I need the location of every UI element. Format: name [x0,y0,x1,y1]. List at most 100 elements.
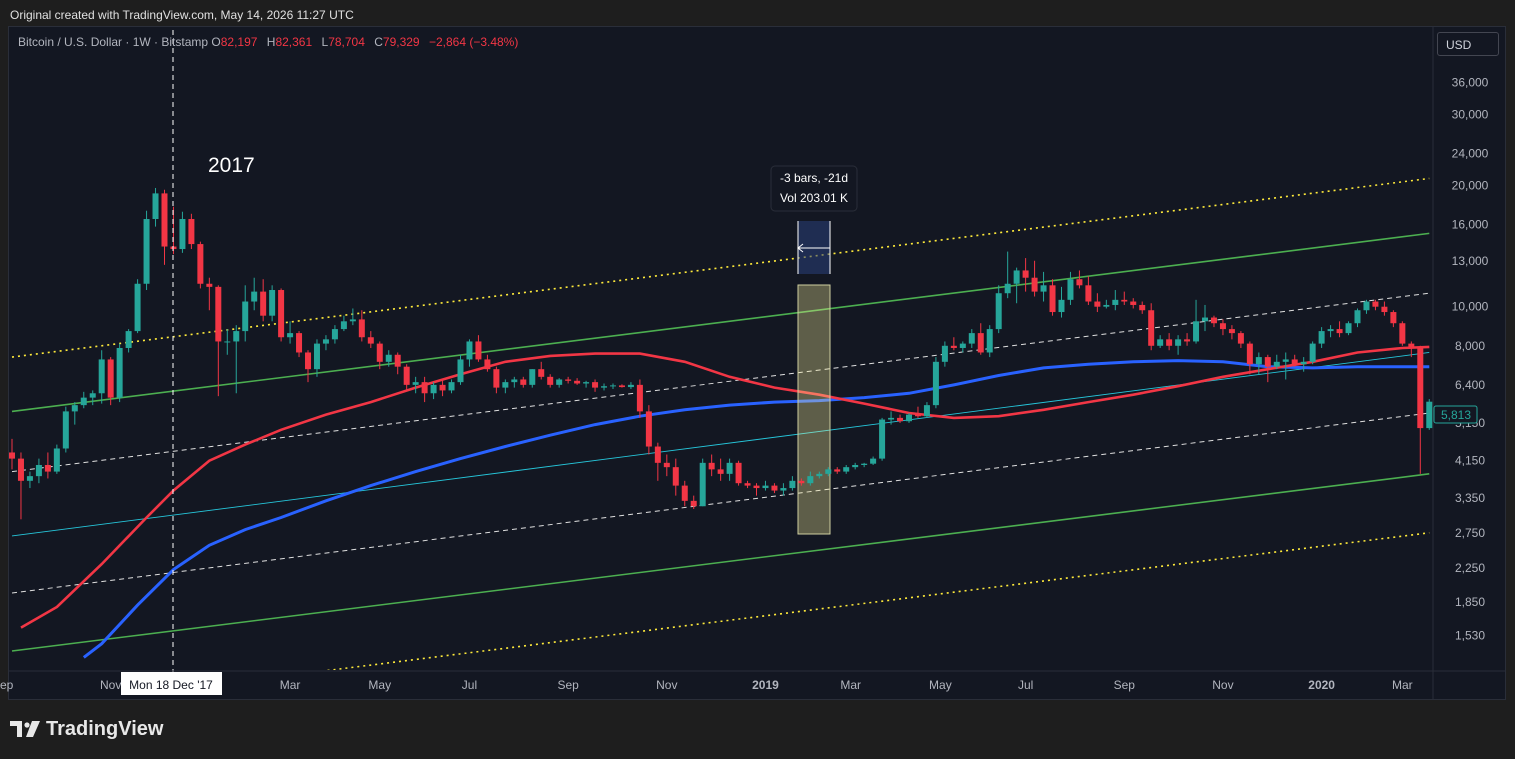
candles [9,187,1433,520]
candle [1363,299,1370,314]
candle [1022,258,1029,292]
candle [1345,321,1352,336]
time-tick-label: Jul [462,678,477,692]
candle [1004,251,1011,299]
last-price-text: 5,813 [1441,408,1471,422]
low-label: L [321,35,329,49]
candle-body [1345,323,1352,334]
candle-body [897,417,904,422]
candle [466,339,473,367]
candle [663,454,670,477]
candle [1246,341,1253,375]
candle [260,279,267,322]
candle [923,402,930,418]
candle [699,458,706,507]
candle-body [1193,321,1200,342]
candle [861,462,868,468]
candle [475,335,482,362]
candle-body [618,385,625,388]
candle-body [986,329,993,353]
candle [430,382,437,400]
candle-body [322,339,329,344]
candle-body [1210,317,1217,324]
candle [44,452,51,479]
candle [995,285,1002,334]
candle [977,323,984,355]
candle [376,341,383,370]
time-tick-label: 2019 [752,678,779,692]
candle [609,383,616,390]
candle [556,378,563,388]
candle-body [1372,301,1379,307]
candle-body [1381,306,1388,313]
candle [1381,301,1388,316]
candle-body [233,331,240,342]
candle-body [1049,285,1056,313]
candle [583,380,590,388]
price-axis[interactable]: 44,00036,00030,00024,00020,00016,00013,0… [1452,40,1489,642]
candle [448,379,455,394]
candle-body [331,329,338,340]
candle [672,458,679,496]
price-tick-label: 3,350 [1455,491,1485,505]
candle-body [71,405,78,412]
time-tick-label: Sep [1114,678,1136,692]
candle-body [1130,301,1137,305]
candle [1264,354,1271,383]
price-tick-label: 8,000 [1455,339,1485,353]
candle-body [313,343,320,370]
candle [1354,308,1361,328]
candle-body [565,379,572,381]
candle [1210,315,1217,328]
candle-body [870,458,877,464]
candle [1417,345,1424,474]
candle [134,279,141,334]
price-tick-label: 24,000 [1452,146,1489,160]
symbol-legend[interactable]: Bitcoin / U.S. Dollar · 1W · Bitstamp O8… [18,35,518,49]
candle [690,495,697,509]
candle-body [1246,343,1253,365]
candle [1291,354,1298,367]
candle [1193,299,1200,344]
candle-body [995,293,1002,330]
candle-body [1067,279,1074,300]
candle-body [457,359,464,383]
candle [161,189,168,265]
crosshair-date-text: Mon 18 Dec '17 [129,678,213,692]
candle-body [1085,285,1092,302]
candle [35,458,42,484]
candle [322,335,329,351]
time-tick-label: Mar [1392,678,1413,692]
channel-line-solid-green [11,473,1430,652]
candle [1121,291,1128,305]
channel-line-solid-green [11,232,1430,413]
candle-body [879,419,886,459]
candle-body [1264,357,1271,367]
price-tick-label: 2,750 [1455,526,1485,540]
candle [529,369,536,388]
candle [197,241,204,289]
candle [1228,325,1235,340]
candle-body [556,379,563,385]
candle-body [1390,312,1397,324]
measure-tool[interactable] [797,221,831,535]
candle [789,476,796,491]
candle [1318,327,1325,348]
candle [574,378,581,385]
candle-body [484,359,491,370]
candle [313,339,320,377]
time-tick-label: Mar [840,678,861,692]
candle-body [134,283,141,332]
time-axis[interactable]: epNovDecMarMayJulSepNov2019MarMayJulSepN… [0,678,1413,692]
candle [636,379,643,418]
currency-button[interactable]: USD [1437,32,1499,56]
candle [547,374,554,388]
candle-body [1022,270,1029,278]
candle [26,471,33,489]
candle [1336,321,1343,338]
channel-line-dashed-white [11,412,1430,594]
candle [816,471,823,479]
candle [753,483,760,496]
candle [932,357,939,409]
